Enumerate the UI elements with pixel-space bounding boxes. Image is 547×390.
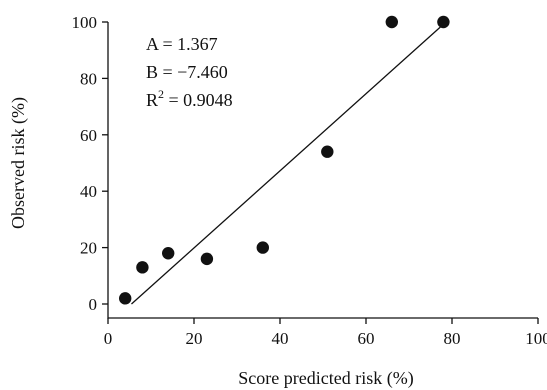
x-tick-label: 40 [272, 329, 289, 348]
data-point [119, 292, 132, 305]
regression-line [131, 21, 447, 305]
y-tick-label: 100 [72, 13, 98, 32]
annotation-r2-prefix: R [146, 90, 158, 110]
y-tick-label: 0 [89, 295, 98, 314]
x-tick-label: 20 [186, 329, 203, 348]
annotation-r2-value: = 0.9048 [164, 90, 233, 110]
x-tick-label: 60 [358, 329, 375, 348]
x-axis-title: Score predicted risk (%) [238, 368, 413, 389]
x-axis-ticks: 0 20 40 60 80 100 [104, 318, 547, 348]
y-tick-label: 20 [80, 239, 97, 258]
y-axis-ticks: 0 20 40 60 80 100 [72, 13, 108, 314]
data-point [200, 252, 214, 266]
y-tick-label: 40 [80, 182, 97, 201]
data-points [119, 15, 450, 305]
annotation-r2: R2 = 0.9048 [146, 87, 233, 110]
y-tick-label: 80 [80, 69, 97, 88]
x-tick-label: 0 [104, 329, 113, 348]
annotation-a: A = 1.367 [146, 34, 218, 54]
y-tick-label: 60 [80, 126, 97, 145]
x-tick-label: 100 [525, 329, 547, 348]
data-point [162, 247, 175, 260]
annotation-b: B = −7.460 [146, 62, 228, 82]
data-point [437, 15, 450, 29]
data-point [136, 261, 149, 274]
y-axis-title: Observed risk (%) [8, 97, 29, 229]
annotation-r2-exponent: 2 [158, 87, 164, 101]
data-point [321, 145, 334, 158]
x-tick-label: 80 [444, 329, 461, 348]
fit-annotations: A = 1.367 B = −7.460 R2 = 0.9048 [146, 34, 233, 110]
data-point [385, 15, 398, 29]
data-point [256, 241, 269, 254]
